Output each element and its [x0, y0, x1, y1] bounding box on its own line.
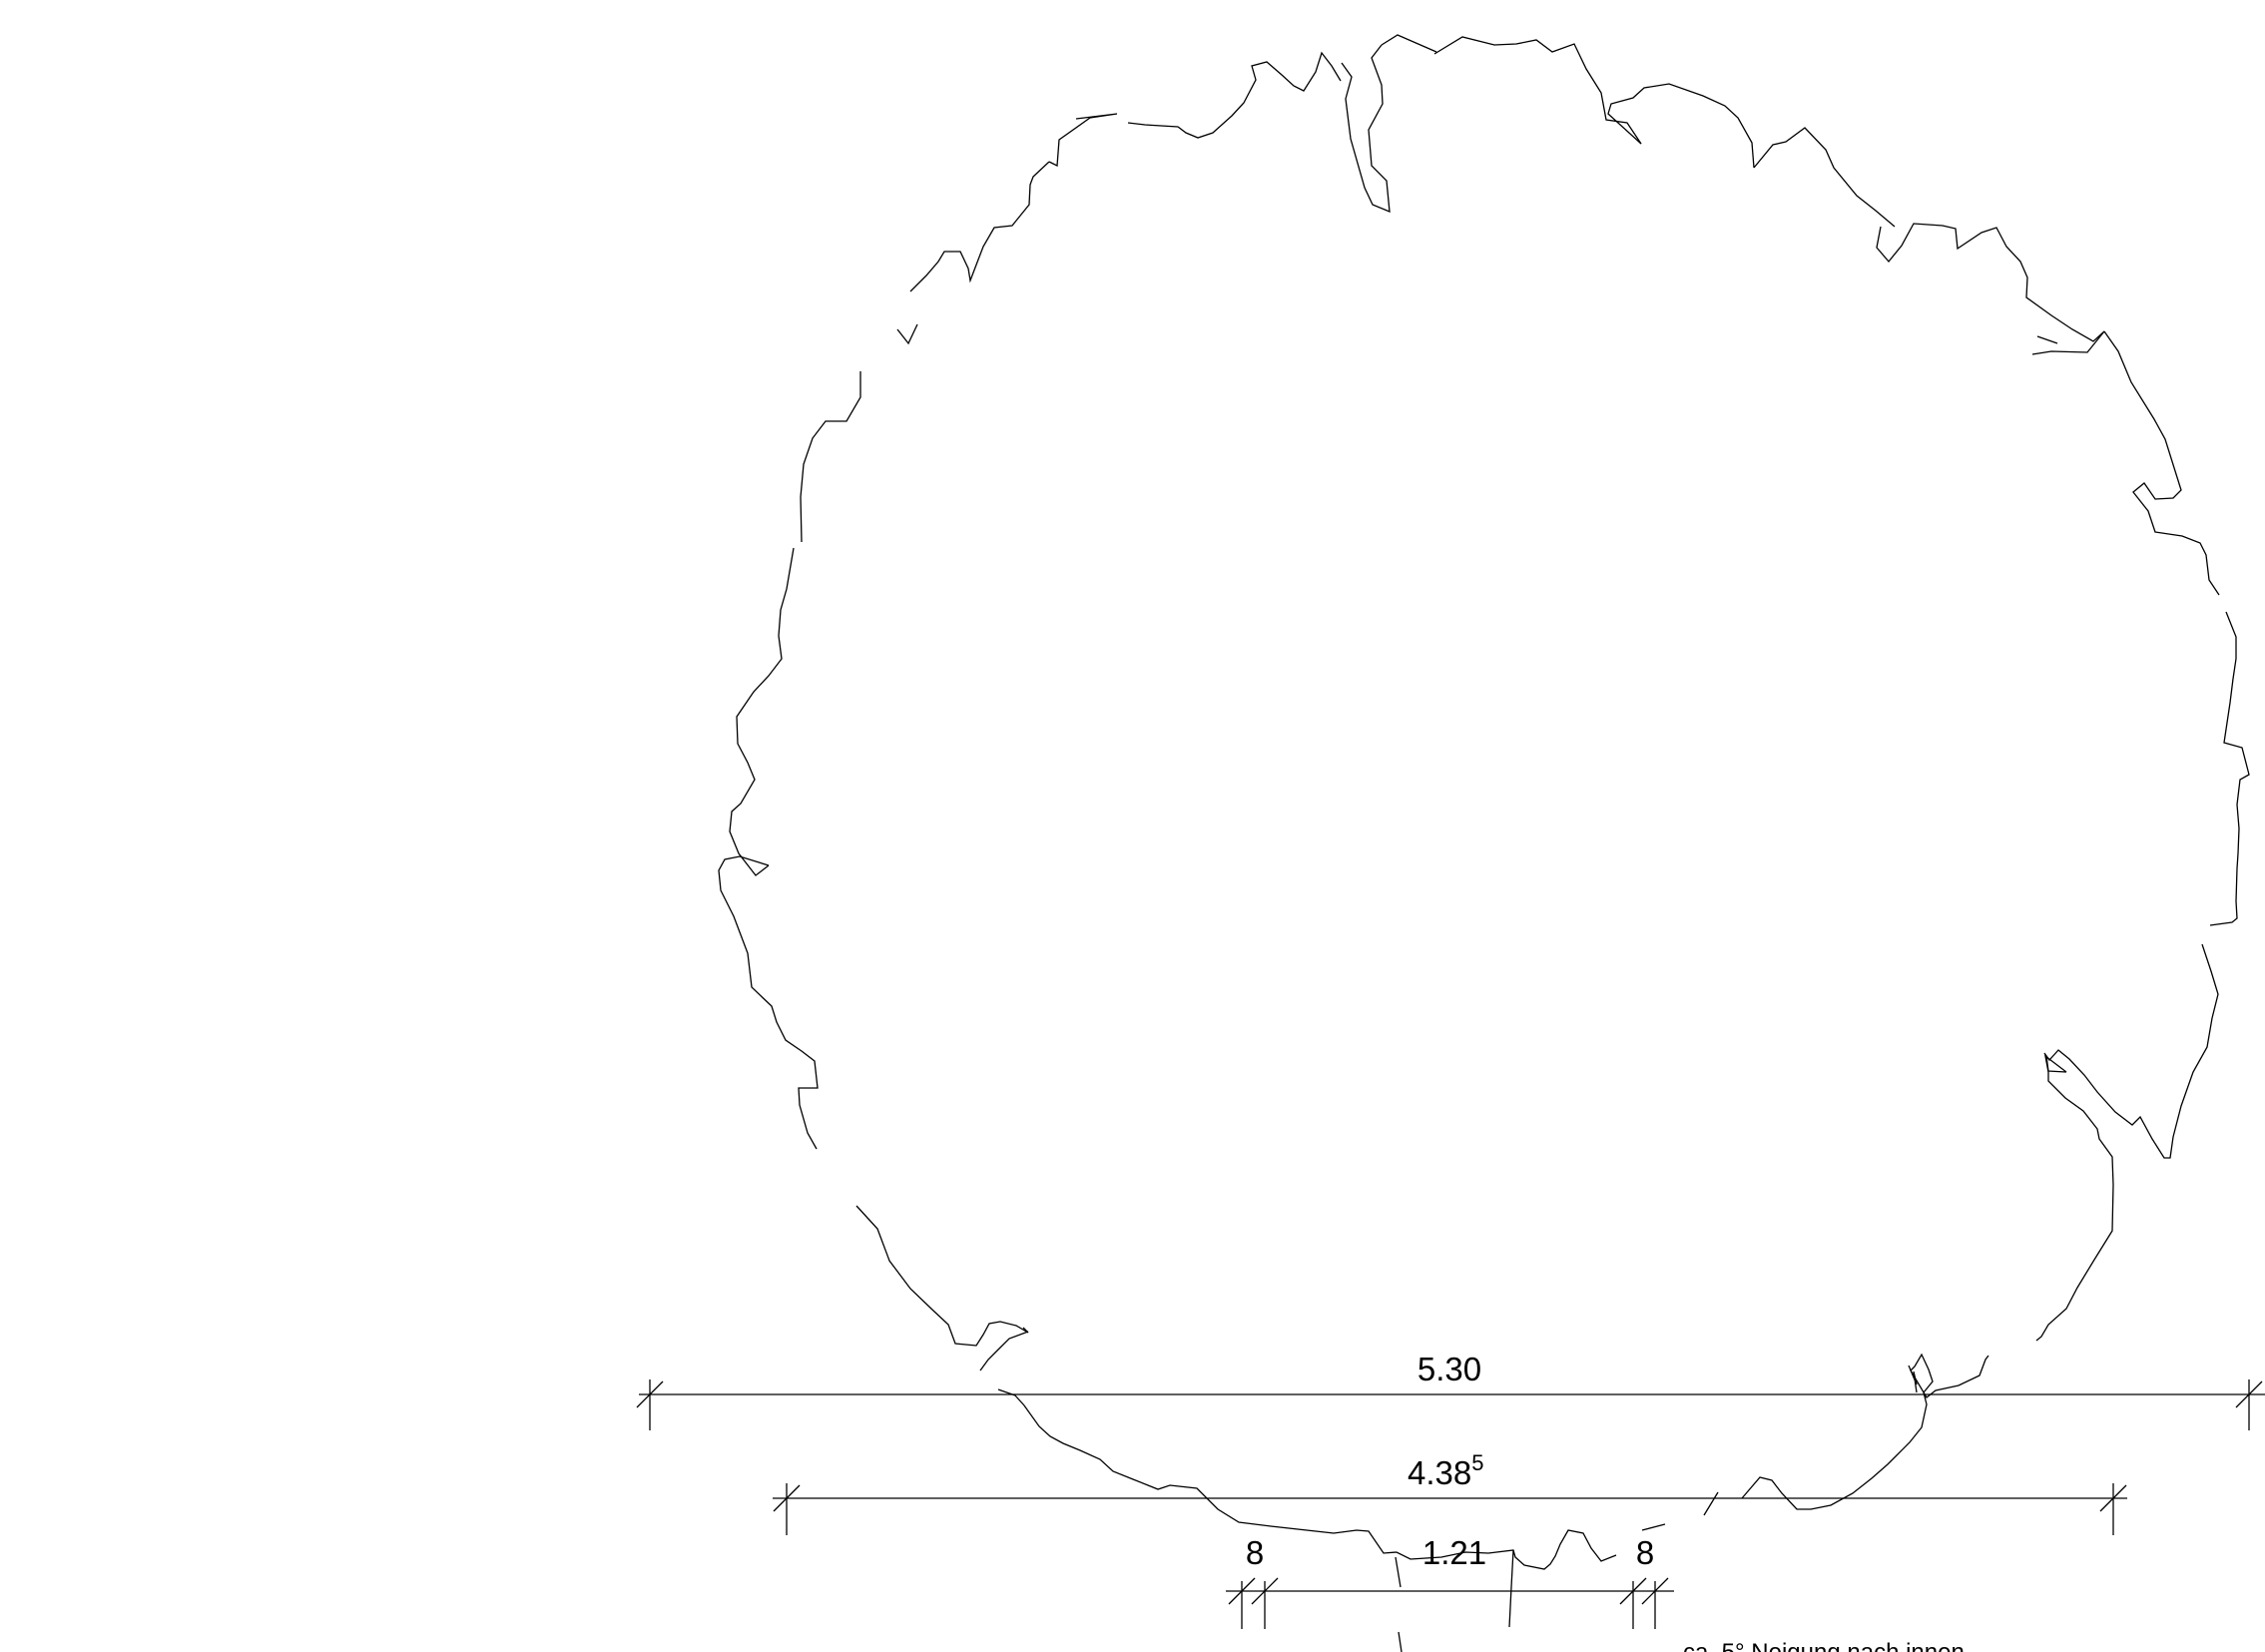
dimension-label-overall: 5.30	[1417, 1351, 1481, 1387]
dimension-label-inner: 4.385	[1408, 1450, 1483, 1491]
outline-segment	[855, 1205, 1029, 1347]
outline-segment	[1741, 1353, 1989, 1510]
dimension-label-left-wall: 8	[1246, 1534, 1264, 1571]
outline-segment	[1381, 34, 1437, 53]
dimension-overall: 5.30	[636, 1351, 2265, 1430]
outline-segment	[997, 1388, 1617, 1570]
outline-segment	[718, 855, 819, 1150]
dimension-tick-right	[2099, 1484, 2127, 1512]
dimension-tick-left	[636, 1380, 664, 1408]
outline-segment	[1433, 36, 1642, 145]
crown-outline	[718, 34, 2250, 1652]
dimension-label-right-wall: 8	[1636, 1534, 1654, 1571]
outline-segment	[2036, 335, 2058, 344]
outline-segment	[2209, 611, 2250, 926]
dimension-label-inner-main: 4.38	[1408, 1454, 1471, 1491]
dimension-tick	[1228, 1577, 1256, 1605]
outline-segment	[909, 161, 1050, 292]
outline-segment	[1641, 1523, 1666, 1531]
outline-segment	[2043, 943, 2219, 1159]
dimension-tick-right	[2235, 1380, 2263, 1408]
dimension-label-inner-sup: 5	[1471, 1450, 1483, 1475]
outline-segment	[2031, 330, 2105, 355]
dimension-tick	[1619, 1577, 1647, 1605]
dimension-tick	[1641, 1577, 1669, 1605]
outline-segment	[1508, 1549, 1514, 1628]
outline-segment	[2103, 330, 2220, 596]
inclination-note: ca. 5° Neigung nach innen	[1683, 1639, 1965, 1652]
dimension-label-opening: 1.21	[1422, 1534, 1486, 1571]
outline-segment	[1703, 1491, 1719, 1516]
outline-segment	[1127, 51, 1342, 139]
outline-segment	[1908, 1365, 1918, 1393]
dimension-tick	[1251, 1577, 1279, 1605]
outline-segment	[2035, 1054, 2114, 1342]
outline-segment	[896, 323, 918, 345]
outline-segment	[1876, 223, 2105, 342]
outline-segment	[1398, 1631, 1403, 1652]
outline-segment	[1048, 113, 1118, 168]
dimension-tick-left	[773, 1484, 801, 1512]
outline-segment	[1753, 127, 1896, 228]
dimension-inner: 4.385	[773, 1450, 2127, 1535]
outline-segment	[800, 371, 861, 543]
outline-segment	[1341, 44, 1391, 214]
outline-segment	[1395, 1556, 1402, 1588]
outline-segment	[979, 1331, 1029, 1372]
outline-segment	[1607, 83, 1755, 169]
outline-segment	[729, 547, 795, 876]
dimension-opening: 8 1.21 8	[1226, 1534, 1674, 1629]
